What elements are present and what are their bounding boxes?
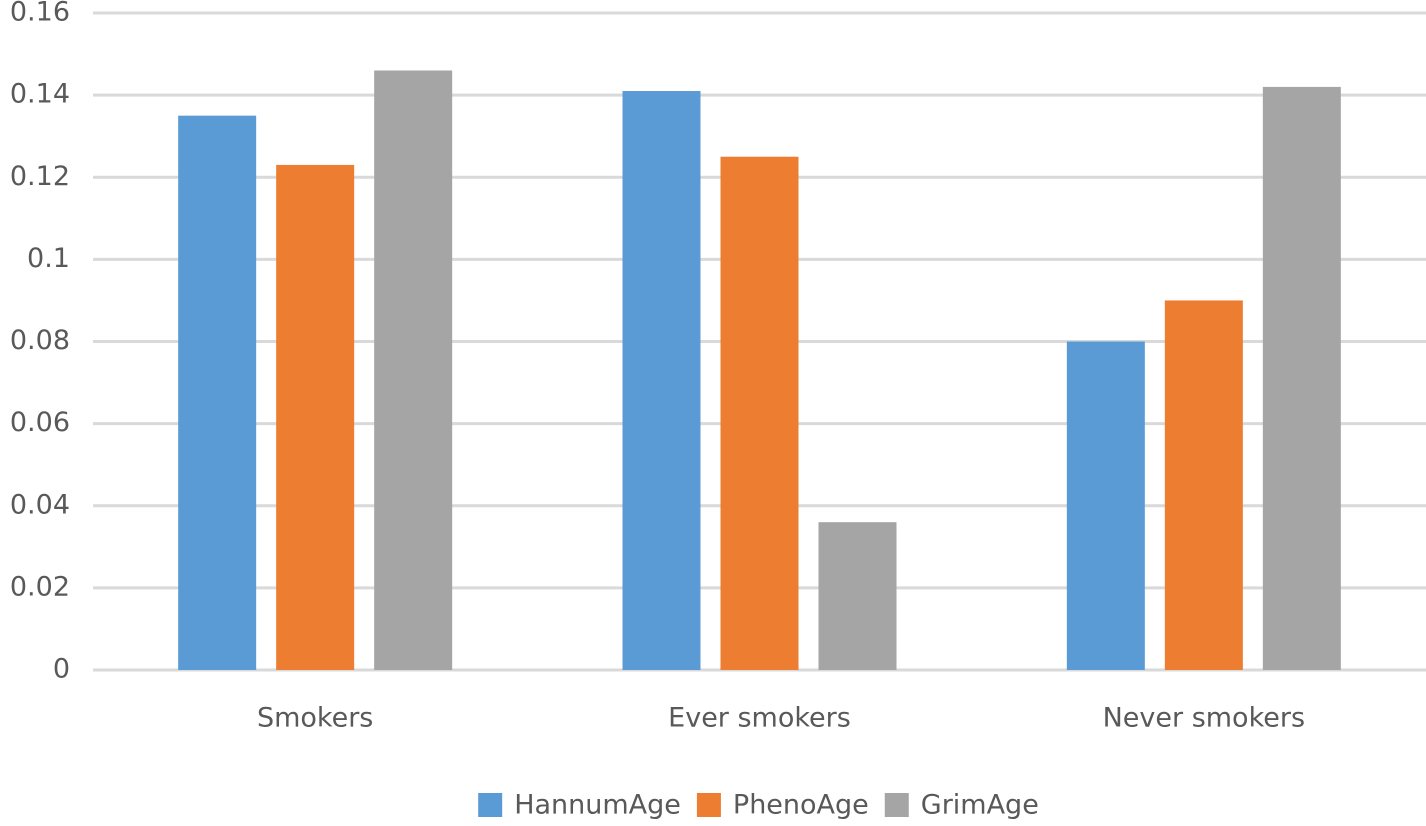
y-tick-label: 0.1 xyxy=(27,243,70,274)
y-tick-label: 0.12 xyxy=(10,161,70,192)
bar xyxy=(720,156,799,670)
y-tick-label: 0.14 xyxy=(10,79,70,110)
x-tick-label: Smokers xyxy=(257,703,373,734)
bar xyxy=(1262,86,1341,671)
bar xyxy=(1164,300,1243,670)
legend-swatch xyxy=(884,793,909,817)
bar xyxy=(374,70,453,671)
y-tick-label: 0 xyxy=(53,654,70,685)
y-tick-label: 0.16 xyxy=(10,0,70,28)
legend-swatch xyxy=(478,793,503,817)
bar xyxy=(818,522,897,670)
x-tick-label: Never smokers xyxy=(1103,703,1305,734)
y-tick-label: 0.04 xyxy=(10,489,70,520)
legend-label: HannumAge xyxy=(514,790,681,821)
y-tick-label: 0.06 xyxy=(10,407,70,438)
y-tick-label: 0.08 xyxy=(10,325,70,356)
bar xyxy=(1066,341,1145,670)
legend-label: PhenoAge xyxy=(733,790,869,821)
legend-label: GrimAge xyxy=(921,790,1039,821)
bar xyxy=(276,164,355,670)
x-tick-label: Ever smokers xyxy=(668,703,851,734)
legend-swatch xyxy=(696,793,721,817)
y-tick-label: 0.02 xyxy=(10,571,70,602)
bar xyxy=(622,91,701,671)
bar xyxy=(178,115,257,670)
